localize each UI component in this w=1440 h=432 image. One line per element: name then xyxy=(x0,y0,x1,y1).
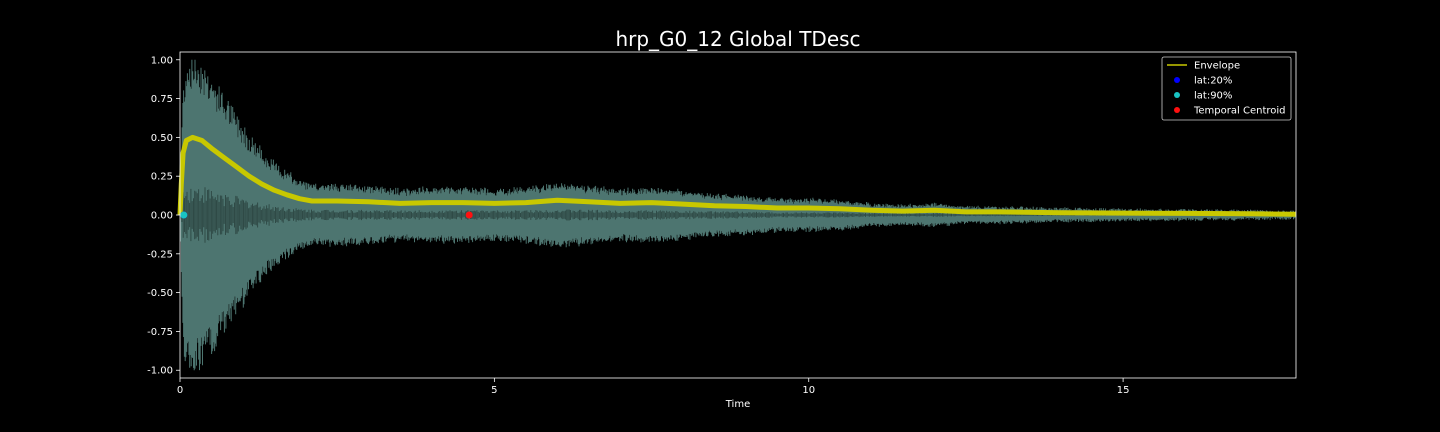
legend-label: Envelope xyxy=(1194,61,1240,72)
chart-title: hrp_G0_12 Global TDesc xyxy=(615,27,860,51)
legend-swatch-lat-20- xyxy=(1174,77,1180,83)
plot-area xyxy=(177,51,1297,379)
y-tick-label: 1.00 xyxy=(151,55,173,66)
y-tick-label: -1.00 xyxy=(147,366,173,377)
marker-temporal-centroid xyxy=(465,211,473,219)
y-tick-label: -0.25 xyxy=(147,249,173,260)
marker-lat-90- xyxy=(180,211,188,219)
y-axis: -1.00 -0.75 -0.50 -0.25 0.00 0.25 0.50 0.75 1.00 xyxy=(147,55,180,377)
legend-swatch-temporal-centroid xyxy=(1174,107,1180,113)
y-tick-label: 0.50 xyxy=(151,133,173,144)
legend-label: Temporal Centroid xyxy=(1193,106,1286,117)
y-tick-label: 0.25 xyxy=(151,172,173,183)
x-axis: 0 5 10 15 xyxy=(177,378,1130,396)
x-tick-label: 0 xyxy=(177,385,183,396)
legend: Envelope lat:20% lat:90% Temporal Centroid xyxy=(1161,56,1292,121)
legend-label: lat:20% xyxy=(1194,76,1232,87)
x-tick-label: 10 xyxy=(802,385,815,396)
x-tick-label: 5 xyxy=(491,385,497,396)
y-tick-label: -0.75 xyxy=(147,327,173,338)
y-tick-label: -0.50 xyxy=(147,288,173,299)
envelope-layer xyxy=(177,134,1297,217)
y-tick-label: 0.00 xyxy=(151,211,173,222)
legend-label: lat:90% xyxy=(1194,91,1232,102)
x-axis-label: Time xyxy=(725,399,750,410)
envelope-line xyxy=(177,134,1297,217)
x-tick-label: 15 xyxy=(1117,385,1130,396)
marker-layer xyxy=(180,211,473,219)
legend-swatch-lat-90- xyxy=(1174,92,1180,98)
y-tick-label: 0.75 xyxy=(151,94,173,105)
legend-box xyxy=(1161,56,1292,121)
